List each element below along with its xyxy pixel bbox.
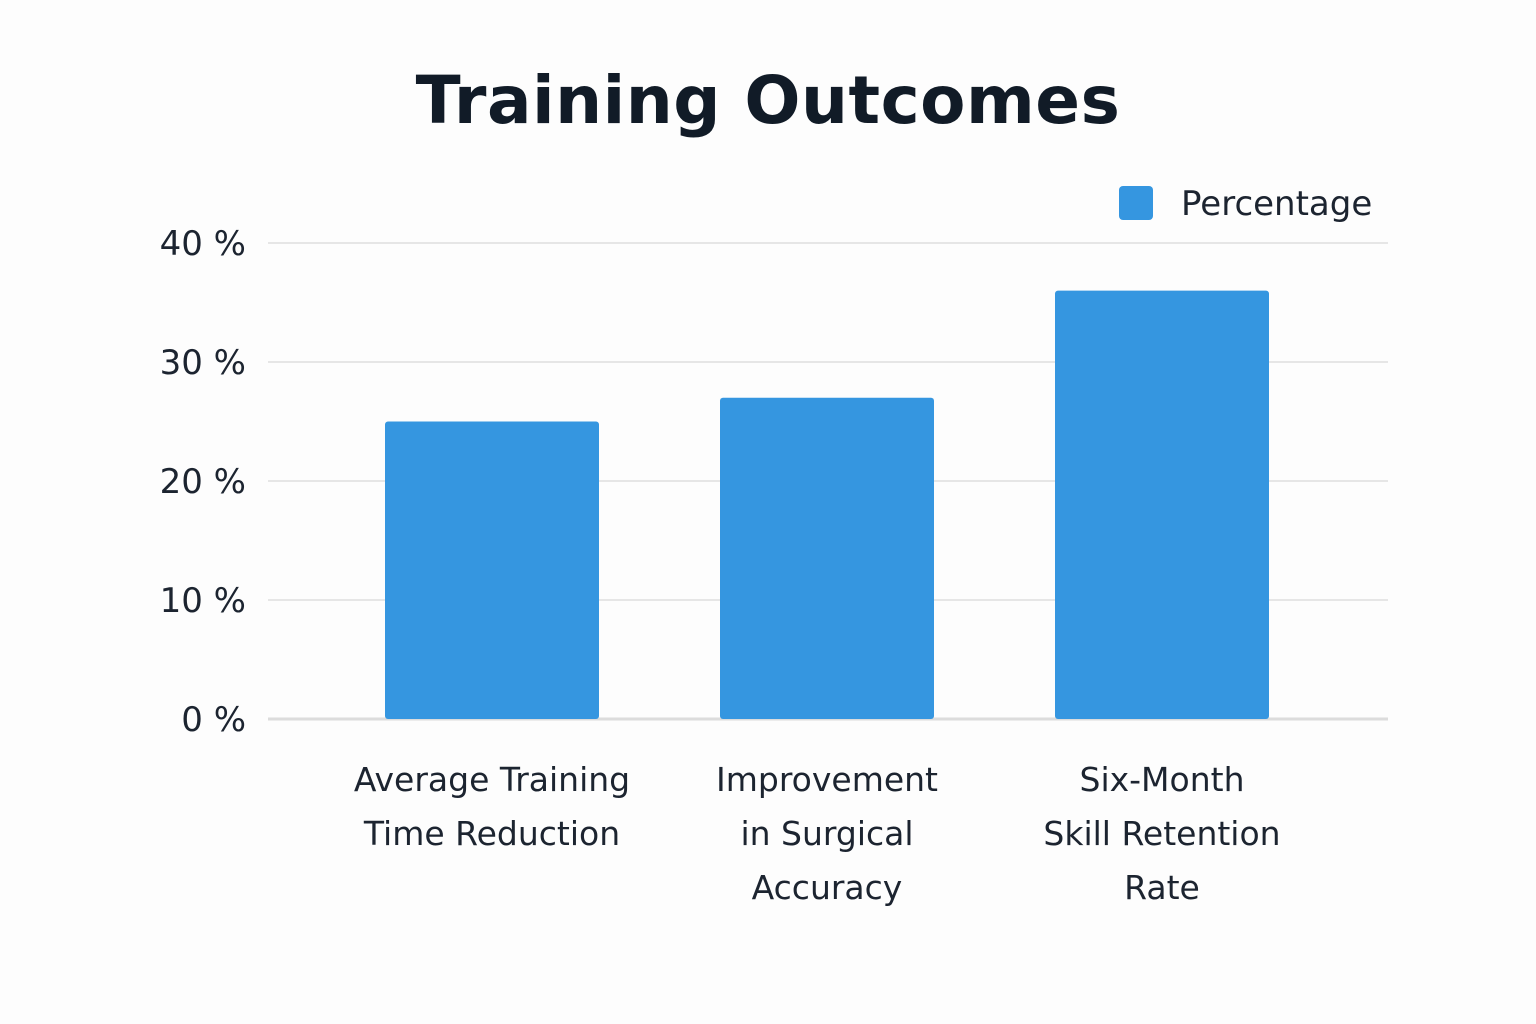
x-category-label: Average Training Time Reduction bbox=[354, 760, 630, 853]
bars bbox=[385, 290, 1269, 719]
x-axis-categories: Average Training Time Reduction Improvemen… bbox=[354, 760, 1281, 907]
x-category-label-line: in Surgical bbox=[740, 814, 913, 853]
x-category-label-line: Average Training bbox=[354, 760, 630, 799]
legend: Percentage bbox=[1119, 184, 1372, 224]
legend-swatch bbox=[1119, 186, 1153, 220]
y-axis-ticks: 0 % 10 % 20 % 30 % 40 % bbox=[160, 224, 246, 740]
y-tick-label: 0 % bbox=[181, 700, 246, 740]
y-tick-label: 30 % bbox=[160, 343, 246, 383]
x-category-label-line: Time Reduction bbox=[363, 814, 620, 853]
x-category-label-line: Improvement bbox=[716, 760, 938, 799]
bar bbox=[385, 421, 599, 719]
x-category-label-line: Six-Month bbox=[1080, 760, 1245, 799]
y-tick-label: 40 % bbox=[160, 224, 246, 264]
x-category-label-line: Accuracy bbox=[752, 868, 903, 907]
x-category-label-line: Rate bbox=[1124, 868, 1200, 907]
x-category-label: Six-Month Skill Retention Rate bbox=[1043, 760, 1280, 907]
x-category-label: Improvement in Surgical Accuracy bbox=[716, 760, 938, 907]
bar bbox=[720, 397, 934, 719]
legend-label: Percentage bbox=[1181, 184, 1372, 224]
x-category-label-line: Skill Retention bbox=[1043, 814, 1280, 853]
bar bbox=[1055, 290, 1269, 719]
y-tick-label: 10 % bbox=[160, 581, 246, 621]
chart-title: Training Outcomes bbox=[415, 62, 1121, 139]
y-tick-label: 20 % bbox=[160, 462, 246, 502]
